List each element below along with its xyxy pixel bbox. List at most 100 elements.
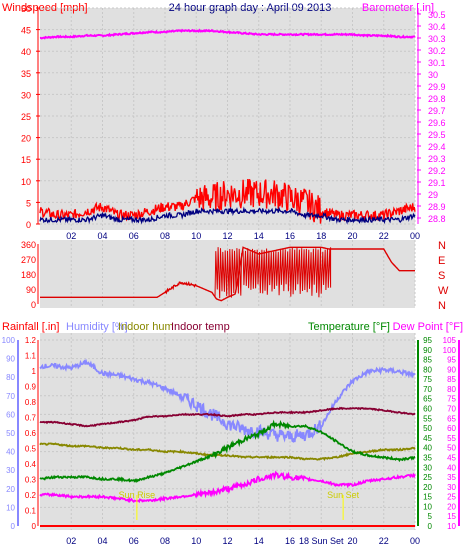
x-tick-label: 14 [254,231,264,241]
temperature-tick-label: 5 [428,512,433,521]
baro-tick-label: 29.9 [428,82,446,92]
wind-tick-label: 5 [26,198,31,208]
series-lines [39,28,416,527]
humidity-tick-label: 10 [6,503,15,512]
x-tick-label-bottom: 18 Sun Set [299,536,344,546]
temperature-tick-label: 25 [423,473,432,482]
x-tick-label: 18 [316,231,326,241]
wind-direction-line [40,246,415,302]
wind-tick-label: 40 [21,47,31,57]
x-tick-label-bottom: 06 [129,536,139,546]
wind-tick-label: 30 [21,90,31,100]
temperature-tick-label: 85 [423,356,432,365]
x-tick-label-bottom: 22 [379,536,389,546]
barometer-line [39,28,416,40]
humidity-tick-label: 30 [6,466,15,475]
indoor-hum-axis-label: Indoor hum [118,321,174,333]
temperature-tick-label: 45 [423,434,432,443]
dew-point-f-line [39,470,416,504]
x-tick-label: 04 [97,231,107,241]
rain-tick-label: 0.5 [25,445,37,454]
direction-tick-label: 270 [21,255,36,265]
baro-tick-label: 30.3 [428,34,446,44]
rain-tick-label: 1 [32,367,37,376]
rain-tick-label: 1.1 [25,352,37,361]
baro-tick-label: 30.2 [428,46,446,56]
x-tick-label: 22 [379,231,389,241]
temperature-tick-label: 20 [423,483,432,492]
baro-tick-label: 29 [428,190,438,200]
humidity-tick-label: 100 [2,336,16,345]
dewpoint-tick-label: 45 [447,453,456,462]
x-tick-label: 00 [410,231,420,241]
x-tick-label: 06 [129,231,139,241]
windspeed-line [39,178,416,224]
temperature-tick-label: 80 [423,365,432,374]
dewpoint-tick-label: 25 [447,493,456,502]
dewpoint-tick-label: 90 [447,365,456,374]
rain-tick-label: 0.8 [25,398,37,407]
rain-tick-label: 1.2 [25,336,37,345]
dewpoint-tick-label: 40 [447,463,456,472]
rain-tick-label: 0.4 [25,460,37,469]
compass-label: N [438,300,446,312]
compass-label: S [438,270,445,282]
dewpoint-tick-label: 20 [447,502,456,511]
dewpoint-tick-label: 100 [443,346,457,355]
x-tick-label-bottom: 14 [254,536,264,546]
temperature-tick-label: 90 [423,346,432,355]
dewpoint-tick-label: 35 [447,473,456,482]
dewpoint-tick-label: 85 [447,375,456,384]
baro-tick-label: 30.5 [428,10,446,20]
baro-tick-label: 29.1 [428,178,446,188]
axis-tick-labels: 0510152025303540455028.828.92929.129.229… [2,4,460,546]
dewpoint-tick-label: 50 [447,444,456,453]
temperature-tick-label: 55 [423,414,432,423]
temperature-tick-label: 75 [423,375,432,384]
wind-tick-label: 35 [21,69,31,79]
wind-tick-label: 0 [26,220,31,230]
dewpoint-tick-label: 10 [447,522,456,531]
baro-tick-label: 29.6 [428,118,446,128]
humidity-tick-label: 70 [6,392,15,401]
compass-label: N [438,240,446,252]
x-tick-label-bottom: 02 [66,536,76,546]
temperature-tick-label: 35 [423,453,432,462]
baro-tick-label: 29.8 [428,94,446,104]
x-tick-label: 20 [347,231,357,241]
rainfall-axis-label: Rainfall [.in] [2,321,59,333]
humidity-tick-label: 60 [6,410,15,419]
temperature-tick-label: 10 [423,502,432,511]
wind-direction-swings [214,247,332,299]
windspeed-avg-line [39,206,416,225]
baro-tick-label: 30.4 [428,22,446,32]
temperature-tick-label: 65 [423,395,432,404]
dewpoint-tick-label: 15 [447,512,456,521]
temperature-tick-label: 0 [428,522,433,531]
wind-tick-label: 25 [21,112,31,122]
dewpoint-tick-label: 30 [447,483,456,492]
rain-tick-label: 0.2 [25,491,37,500]
dewpoint-tick-label: 60 [447,424,456,433]
temperature-axis-label: Temperature [°F] [308,321,390,333]
humidity-tick-label: 80 [6,373,15,382]
dewpoint-axis-label: Dew Point [°F] [393,321,463,333]
humidity-tick-label: 40 [6,448,15,457]
baro-tick-label: 29.2 [428,166,446,176]
x-tick-label: 08 [160,231,170,241]
wind-tick-label: 45 [21,26,31,36]
indoor-hum-line [39,442,416,461]
x-tick-label-bottom: 20 [347,536,357,546]
rain-tick-label: 0 [32,522,37,531]
compass-label: W [438,285,449,297]
x-tick-label: 10 [191,231,201,241]
baro-tick-label: 29.5 [428,130,446,140]
dewpoint-tick-label: 55 [447,434,456,443]
dewpoint-tick-label: 75 [447,395,456,404]
dewpoint-tick-label: 80 [447,385,456,394]
baro-tick-label: 30.1 [428,58,446,68]
x-tick-label-bottom: 04 [97,536,107,546]
humidity-tick-label: 90 [6,355,15,364]
x-tick-label: 16 [285,231,295,241]
